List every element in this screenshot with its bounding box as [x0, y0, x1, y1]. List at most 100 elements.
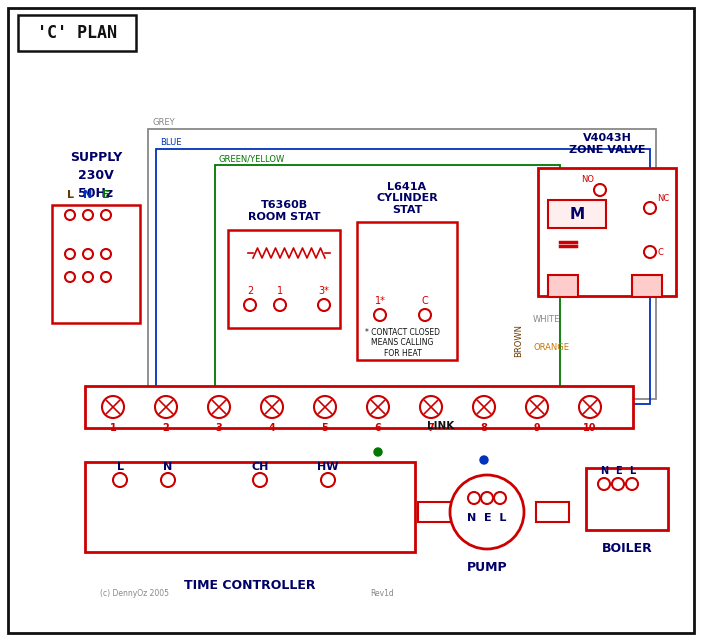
- Text: 'C' PLAN: 'C' PLAN: [37, 24, 117, 42]
- Text: 7: 7: [428, 423, 435, 433]
- Text: N: N: [164, 462, 173, 472]
- Bar: [85, 386, 633, 428]
- Circle shape: [274, 299, 286, 311]
- Circle shape: [468, 492, 480, 504]
- Text: GREEN/YELLOW: GREEN/YELLOW: [218, 154, 284, 163]
- Text: 8: 8: [481, 423, 487, 433]
- Circle shape: [101, 272, 111, 282]
- Circle shape: [83, 210, 93, 220]
- Circle shape: [261, 396, 283, 418]
- Circle shape: [208, 396, 230, 418]
- Text: M: M: [569, 206, 585, 222]
- Bar: [538, 168, 676, 296]
- Text: 1: 1: [277, 286, 283, 296]
- Circle shape: [579, 396, 601, 418]
- Text: 2: 2: [163, 423, 169, 433]
- Circle shape: [626, 478, 638, 490]
- Text: 9: 9: [534, 423, 541, 433]
- Text: C: C: [422, 296, 428, 306]
- Text: CH: CH: [251, 462, 269, 472]
- Text: L: L: [629, 466, 635, 476]
- Text: Rev1d: Rev1d: [370, 589, 394, 598]
- Circle shape: [102, 396, 124, 418]
- Circle shape: [161, 473, 175, 487]
- Circle shape: [65, 249, 75, 259]
- Circle shape: [65, 272, 75, 282]
- Bar: [632, 275, 662, 297]
- Circle shape: [65, 210, 75, 220]
- Circle shape: [83, 249, 93, 259]
- Text: 3*: 3*: [319, 286, 329, 296]
- Circle shape: [83, 272, 93, 282]
- Text: 6: 6: [375, 423, 381, 433]
- Text: N: N: [84, 190, 93, 200]
- Circle shape: [419, 309, 431, 321]
- Bar: [536, 502, 569, 522]
- Text: E: E: [615, 466, 621, 476]
- Text: WHITE: WHITE: [533, 315, 560, 324]
- Circle shape: [594, 184, 606, 196]
- Text: 2: 2: [247, 286, 253, 296]
- Text: T6360B
ROOM STAT: T6360B ROOM STAT: [248, 201, 320, 222]
- Circle shape: [155, 396, 177, 418]
- Text: N  E  L: N E L: [468, 513, 507, 523]
- Text: LINK: LINK: [428, 421, 455, 431]
- Text: 3: 3: [216, 423, 223, 433]
- Bar: [215, 165, 560, 387]
- Circle shape: [101, 210, 111, 220]
- Text: C: C: [657, 247, 663, 256]
- Text: NO: NO: [581, 175, 594, 184]
- Circle shape: [450, 475, 524, 549]
- Bar: [156, 149, 650, 404]
- Circle shape: [244, 299, 256, 311]
- Circle shape: [420, 396, 442, 418]
- Circle shape: [374, 309, 386, 321]
- Bar: [586, 468, 668, 530]
- Text: N: N: [600, 466, 608, 476]
- Text: 1: 1: [110, 423, 117, 433]
- Text: GREY: GREY: [152, 118, 175, 127]
- Text: L: L: [117, 462, 124, 472]
- Text: (c) DennyOz 2005: (c) DennyOz 2005: [100, 589, 169, 598]
- Text: L641A
CYLINDER
STAT: L641A CYLINDER STAT: [376, 182, 438, 215]
- Circle shape: [494, 492, 506, 504]
- Circle shape: [644, 246, 656, 258]
- Bar: [357, 222, 457, 360]
- Bar: [85, 462, 415, 552]
- Circle shape: [480, 456, 488, 464]
- Circle shape: [473, 396, 495, 418]
- Text: 5: 5: [322, 423, 329, 433]
- Text: TIME CONTROLLER: TIME CONTROLLER: [184, 579, 316, 592]
- Text: PUMP: PUMP: [467, 561, 508, 574]
- Circle shape: [101, 249, 111, 259]
- Circle shape: [318, 299, 330, 311]
- Circle shape: [612, 478, 624, 490]
- Circle shape: [374, 448, 382, 456]
- Text: HW: HW: [317, 462, 339, 472]
- Bar: [548, 275, 578, 297]
- Circle shape: [644, 202, 656, 214]
- Circle shape: [314, 396, 336, 418]
- Circle shape: [481, 492, 493, 504]
- Bar: [418, 502, 451, 522]
- Text: BOILER: BOILER: [602, 542, 652, 555]
- Bar: [18, 15, 136, 51]
- Text: 10: 10: [583, 423, 597, 433]
- Text: E: E: [102, 190, 110, 200]
- Circle shape: [526, 396, 548, 418]
- Bar: [548, 200, 606, 228]
- Text: 4: 4: [269, 423, 275, 433]
- Text: V4043H
ZONE VALVE: V4043H ZONE VALVE: [569, 133, 645, 155]
- Text: L: L: [67, 190, 74, 200]
- Text: NC: NC: [657, 194, 669, 203]
- Bar: [148, 129, 656, 399]
- Circle shape: [321, 473, 335, 487]
- Circle shape: [367, 396, 389, 418]
- Text: SUPPLY
230V
50Hz: SUPPLY 230V 50Hz: [70, 151, 122, 199]
- Text: * CONTACT CLOSED
MEANS CALLING
FOR HEAT: * CONTACT CLOSED MEANS CALLING FOR HEAT: [365, 328, 440, 358]
- Circle shape: [598, 478, 610, 490]
- Circle shape: [113, 473, 127, 487]
- Bar: [52, 205, 140, 323]
- Circle shape: [253, 473, 267, 487]
- Text: ORANGE: ORANGE: [533, 343, 569, 352]
